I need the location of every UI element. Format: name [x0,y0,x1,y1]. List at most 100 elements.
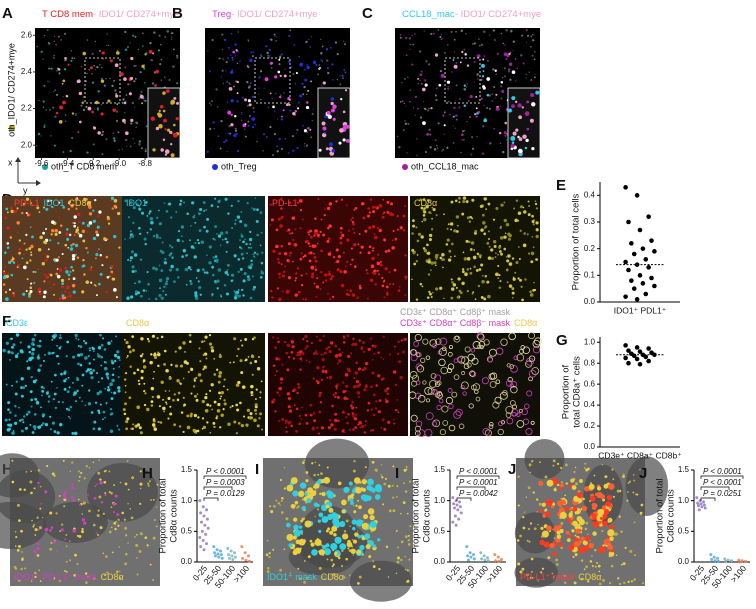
cell [285,517,289,521]
cell [303,143,306,145]
cell [25,470,28,473]
cell [152,498,155,501]
data-point [469,555,473,559]
cell [412,224,416,228]
cell [532,346,541,354]
cell [461,270,465,274]
cell [97,345,102,350]
cell [320,472,323,475]
data-point [201,539,205,543]
cell [147,340,151,343]
cell [75,253,77,256]
image-label: PD-L1⁺ mask CD8α [520,572,601,582]
cell [416,254,419,256]
cell [544,511,551,517]
p-value: P < 0.0001 [206,467,245,476]
cell [234,127,237,130]
cell [139,532,143,536]
cell [12,430,15,432]
data-point [451,496,455,500]
cell [357,534,361,539]
cell [303,85,306,89]
cell [457,196,461,200]
cell [317,519,322,523]
cell [508,108,513,113]
cell [4,265,7,268]
cell [531,571,533,573]
cell [104,574,106,577]
cell [38,344,42,348]
cell [264,77,269,82]
cell [556,530,561,535]
cell [363,431,367,434]
cell [86,251,89,254]
cell [189,414,193,418]
cell [148,298,151,300]
cell [220,413,224,417]
cell [518,115,522,120]
cell [28,350,32,354]
cell [176,398,180,402]
data-point [459,511,463,515]
cell [366,409,370,412]
cell [38,569,41,572]
cell [337,419,340,422]
cell [316,242,319,245]
cell [146,231,149,234]
cell [411,232,414,235]
cell [417,107,419,110]
cell [275,499,278,502]
cell [96,353,99,355]
cell [248,246,250,249]
cell [124,131,129,136]
cell [531,367,540,376]
cell [4,216,7,220]
cell [226,388,229,391]
cell [419,50,422,53]
data-point [455,503,459,507]
cell [336,78,339,81]
cell [568,507,573,511]
data-point [702,500,706,504]
cell [129,508,131,510]
cell [187,266,191,270]
cell [461,130,464,133]
cell [330,558,334,562]
data-point [709,553,713,557]
cell [355,406,358,409]
data-point [456,508,460,512]
cell [144,53,147,56]
cell [243,128,246,130]
cell [507,68,511,71]
cell [460,151,462,154]
data-point [486,559,490,563]
cell [463,84,466,87]
cell [324,273,328,277]
x-tick-label: CD3e⁺ CD8a⁺ CD8b⁺ [598,450,682,460]
cell [53,54,55,57]
cell [305,359,308,362]
cell [327,237,331,241]
cell [69,247,74,251]
cell [325,529,329,533]
cell [203,271,207,274]
cell [607,544,614,551]
cell [481,280,485,284]
cell [489,34,491,36]
cell [110,264,114,269]
cell [231,58,234,61]
cell [269,224,272,226]
cell [163,349,167,353]
cell [420,206,424,210]
cell [58,495,61,497]
cell [229,132,232,135]
cell [300,274,303,277]
cell [183,403,186,407]
cell [94,401,98,404]
cell [62,151,65,154]
cell [318,432,320,435]
y-tick-label: 0.2 [584,244,596,253]
cell [309,229,312,233]
cell [511,296,514,299]
cell [549,542,555,549]
